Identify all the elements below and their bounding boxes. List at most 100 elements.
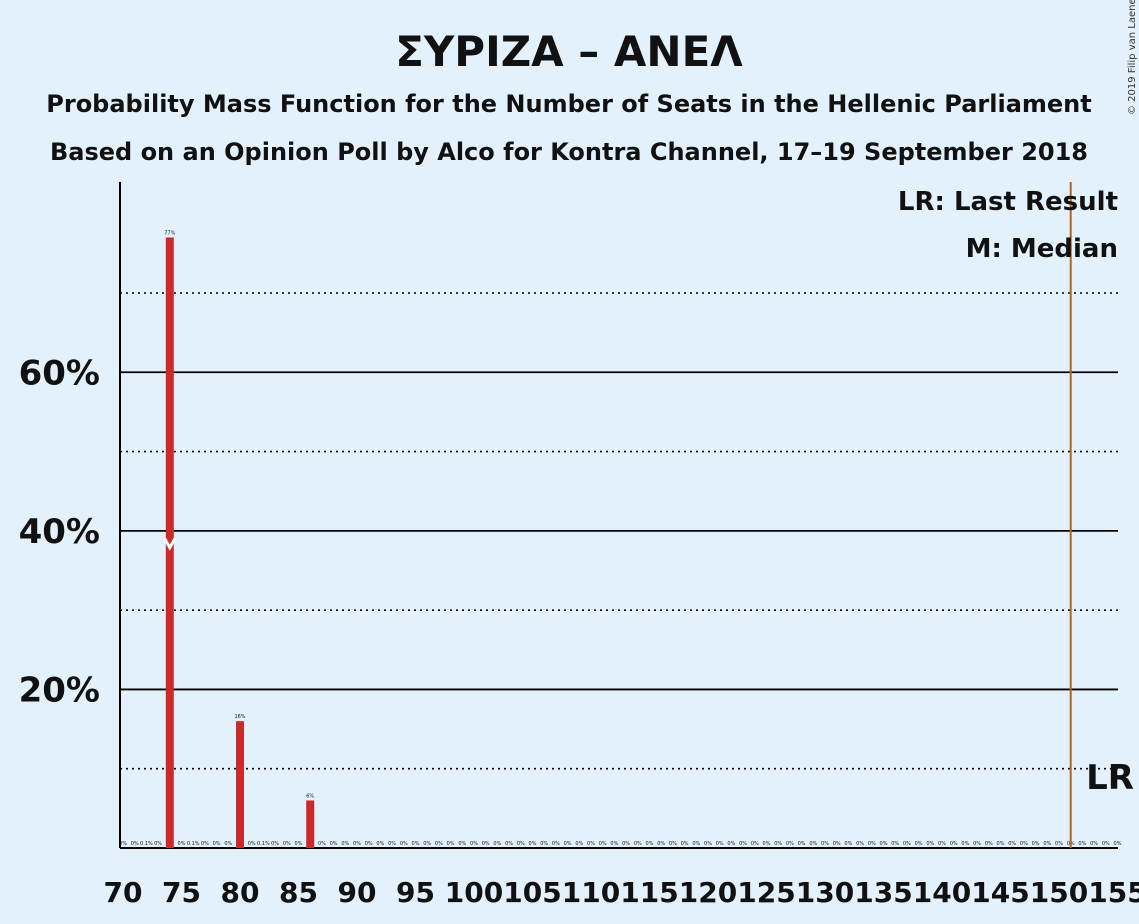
bar-label-148: 0% <box>1032 841 1040 847</box>
bar-label-78: 0% <box>213 841 221 847</box>
bar-label-101: 0% <box>482 841 490 847</box>
median-marker <box>163 537 177 551</box>
x-tick-label: 120 <box>679 876 737 909</box>
bar-label-87: 0% <box>318 841 326 847</box>
bar-label-116: 0% <box>657 841 665 847</box>
last-result-label: LR <box>1086 758 1134 798</box>
bar-label-71: 0% <box>131 841 139 847</box>
bar-label-85: 0% <box>295 841 303 847</box>
bar-label-114: 0% <box>634 841 642 847</box>
bar-label-119: 0% <box>692 841 700 847</box>
x-tick-label: 105 <box>503 876 561 909</box>
x-tick-label: 80 <box>221 876 260 909</box>
bar-label-82: 0.1% <box>257 841 270 847</box>
bar-label-91: 0% <box>365 841 373 847</box>
x-tick-label: 145 <box>971 876 1029 909</box>
bar-label-107: 0% <box>552 841 560 847</box>
bar-label-134: 0% <box>868 841 876 847</box>
bar-label-126: 0% <box>774 841 782 847</box>
bar-label-117: 0% <box>669 841 677 847</box>
bar-label-135: 0% <box>880 841 888 847</box>
bar-label-124: 0% <box>751 841 759 847</box>
copyright-text: © 2019 Filip van Laenen <box>1127 0 1138 115</box>
chart-subtitle-2: Based on an Opinion Poll by Alco for Kon… <box>50 138 1088 166</box>
bar-label-73: 0% <box>154 841 162 847</box>
x-tick-label: 110 <box>562 876 620 909</box>
x-tick-label: 70 <box>104 876 143 909</box>
bar-label-131: 0% <box>833 841 841 847</box>
x-tick-label: 155 <box>1088 876 1139 909</box>
bar-label-142: 0% <box>961 841 969 847</box>
bar-label-96: 0% <box>423 841 431 847</box>
chart-subtitle-1: Probability Mass Function for the Number… <box>46 90 1091 118</box>
bar-label-115: 0% <box>646 841 654 847</box>
bar-label-113: 0% <box>622 841 630 847</box>
bar-label-92: 0% <box>376 841 384 847</box>
bar-label-150: 0% <box>1055 841 1063 847</box>
bar-label-127: 0% <box>786 841 794 847</box>
bar-86 <box>306 800 315 848</box>
bar-label-90: 0% <box>353 841 361 847</box>
bar-label-118: 0% <box>681 841 689 847</box>
grid-lines <box>119 182 1118 849</box>
x-tick-label: 130 <box>796 876 854 909</box>
markers: LR <box>163 182 1134 848</box>
bar-label-139: 0% <box>926 841 934 847</box>
bar-label-128: 0% <box>798 841 806 847</box>
x-tick-label: 90 <box>338 876 377 909</box>
bar-label-132: 0% <box>844 841 852 847</box>
bar-label-129: 0% <box>809 841 817 847</box>
legend-median: M: Median <box>966 234 1118 264</box>
x-tick-label: 115 <box>620 876 678 909</box>
bar-label-99: 0% <box>458 841 466 847</box>
y-tick-label: 20% <box>19 670 100 710</box>
x-tick-labels: 70 75 80 85 90 95 100 105 110 115 120 125 130 135 140 1… <box>104 876 1139 909</box>
chart-title: ΣΥΡΙΖΑ – ΑΝΕΛ <box>395 27 743 76</box>
bar-label-93: 0% <box>388 841 396 847</box>
bar-label-136: 0% <box>891 841 899 847</box>
bar-label-121: 0% <box>716 841 724 847</box>
bar-label-146: 0% <box>1008 841 1016 847</box>
bar-label-72: 0.1% <box>140 841 153 847</box>
bar-label-145: 0% <box>997 841 1005 847</box>
bar-label-106: 0% <box>540 841 548 847</box>
bar-label-75: 0% <box>178 841 186 847</box>
bar-label-98: 0% <box>447 841 455 847</box>
bar-label-70: 0% <box>119 841 127 847</box>
bar-label-130: 0% <box>821 841 829 847</box>
bar-label-123: 0% <box>739 841 747 847</box>
bar-label-111: 0% <box>599 841 607 847</box>
bar-label-80: 16% <box>234 714 245 720</box>
bar-label-109: 0% <box>575 841 583 847</box>
bar-label-110: 0% <box>587 841 595 847</box>
bar-label-120: 0% <box>704 841 712 847</box>
bar-label-77: 0% <box>201 841 209 847</box>
bar-label-153: 0% <box>1090 841 1098 847</box>
x-tick-label: 100 <box>445 876 503 909</box>
bar-label-95: 0% <box>412 841 420 847</box>
bar-label-108: 0% <box>564 841 572 847</box>
y-tick-labels: 20% 40% 60% <box>19 353 100 710</box>
bar-80 <box>236 721 244 848</box>
bar-label-140: 0% <box>938 841 946 847</box>
bar-label-105: 0% <box>529 841 537 847</box>
bar-label-89: 0% <box>341 841 349 847</box>
bar-label-103: 0% <box>505 841 513 847</box>
bar-label-143: 0% <box>973 841 981 847</box>
y-tick-label: 40% <box>19 512 100 552</box>
bar-label-81: 0% <box>248 841 256 847</box>
bar-label-84: 0% <box>283 841 291 847</box>
legend-last-result: LR: Last Result <box>898 187 1118 217</box>
bar-label-112: 0% <box>610 841 618 847</box>
y-tick-label: 60% <box>19 353 100 393</box>
bar-label-79: 0% <box>224 841 232 847</box>
bar-label-83: 0% <box>271 841 279 847</box>
bar-label-97: 0% <box>435 841 443 847</box>
x-tick-label: 125 <box>737 876 795 909</box>
bar-label-154: 0% <box>1102 841 1110 847</box>
bar-label-74: 77% <box>164 231 175 237</box>
bar-label-138: 0% <box>915 841 923 847</box>
bar-label-76: 0.1% <box>187 841 200 847</box>
bar-label-88: 0% <box>330 841 338 847</box>
